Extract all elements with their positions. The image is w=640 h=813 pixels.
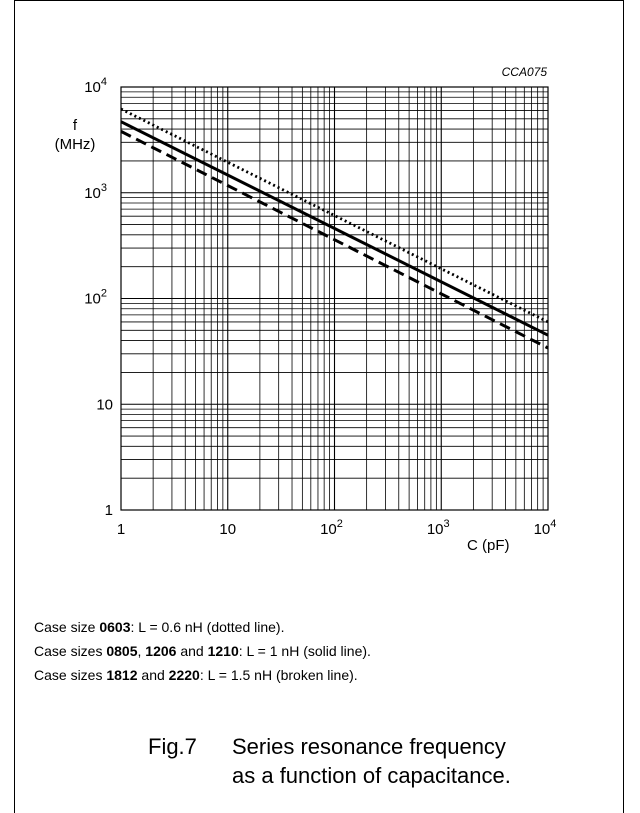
x-tick-label: 103 [427, 518, 450, 538]
caption-line-0603: Case size 0603: L = 0.6 nH (dotted line)… [34, 619, 285, 635]
caption-line-0805-1206-1210: Case sizes 0805, 1206 and 1210: L = 1 nH… [34, 643, 371, 659]
figure-code: CCA075 [502, 65, 548, 79]
figure-number: Fig.7 [148, 734, 197, 759]
series-line-dashed [120, 130, 549, 350]
y-tick-label: 1 [105, 502, 113, 519]
y-axis-label-symbol: f [73, 117, 78, 134]
y-tick-label: 103 [84, 182, 107, 202]
x-axis-label: C (pF) [467, 537, 510, 554]
plot-area-border [120, 86, 549, 511]
caption-line-1812-2220: Case sizes 1812 and 2220: L = 1.5 nH (br… [34, 667, 358, 683]
y-tick-label: 10 [96, 396, 113, 413]
figure-title-line-2: as a function of capacitance. [232, 763, 511, 788]
x-tick-label: 10 [219, 521, 236, 538]
figure-title-line-1: Series resonance frequency [232, 734, 506, 759]
y-tick-label: 104 [84, 76, 107, 96]
figure-frame [14, 0, 624, 813]
x-tick-label: 104 [534, 518, 557, 538]
x-tick-label: 1 [117, 521, 125, 538]
resonance-chart: 1 10 102 103 104 1 10 102 103 104 f (MHz) C (pF) CCA0… [55, 65, 557, 554]
y-tick-label: 102 [84, 288, 107, 308]
x-tick-label: 102 [320, 518, 343, 538]
y-axis-label-unit: (MHz) [55, 136, 96, 153]
series-line-solid [120, 120, 549, 337]
